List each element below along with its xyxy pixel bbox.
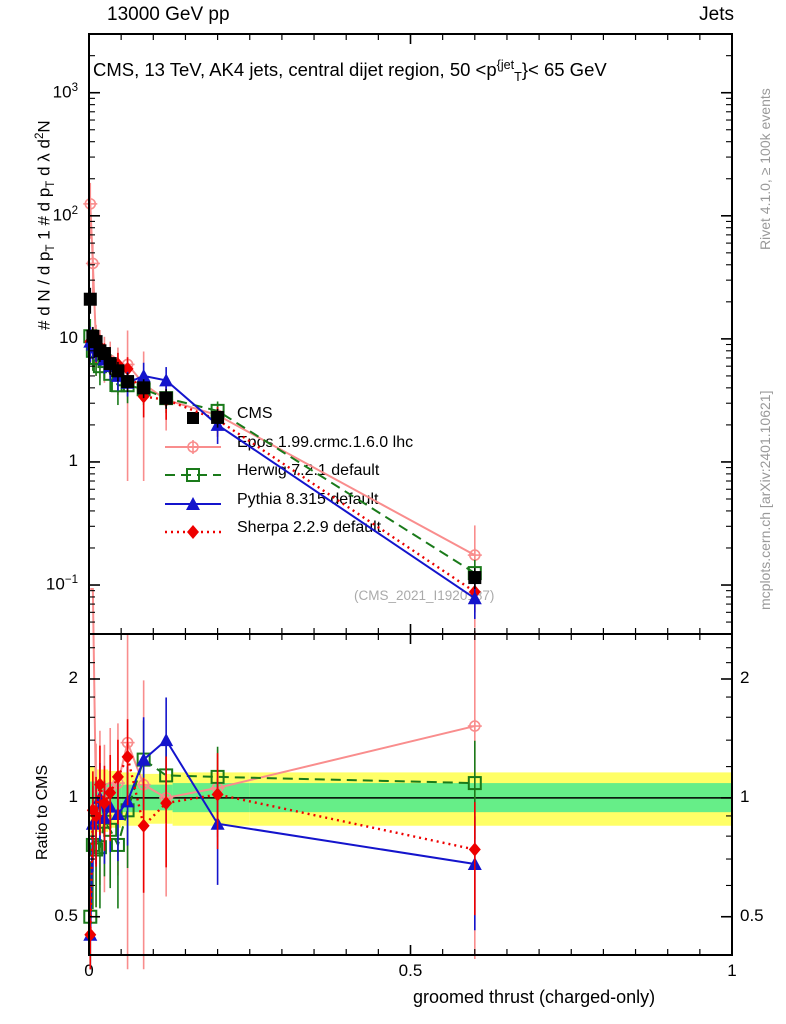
series-line <box>89 336 476 574</box>
legend-swatch-triangle-filled <box>165 496 221 510</box>
header-category-label: Jets <box>699 4 734 25</box>
x-axis-tick-label: 1 <box>727 961 737 980</box>
data-marker <box>211 410 225 424</box>
data-marker <box>137 381 151 395</box>
data-marker <box>468 571 482 585</box>
legend-marker <box>187 525 199 539</box>
legend-label: Sherpa 2.2.9 default <box>237 519 382 536</box>
y-axis-tick-label: 102 <box>52 204 78 225</box>
legend-swatch-diamond-filled <box>165 525 221 539</box>
legend-marker <box>186 439 200 454</box>
x-axis-label: groomed thrust (charged-only) <box>413 987 656 1007</box>
data-marker <box>467 776 482 791</box>
ratio-series-sherpa <box>84 719 481 970</box>
header-energy-label: 13000 GeV pp <box>107 4 230 25</box>
data-marker <box>98 796 111 811</box>
data-marker <box>159 391 173 405</box>
plot-title-tail: }< 65 GeV <box>521 59 607 81</box>
data-marker <box>468 842 481 857</box>
data-marker <box>104 785 117 800</box>
x-axis-tick-label: 0.5 <box>398 961 423 980</box>
data-marker <box>90 808 103 823</box>
ratio-axis-tick-label: 1 <box>68 786 78 806</box>
data-marker <box>159 373 174 387</box>
data-marker <box>136 752 151 766</box>
data-marker <box>97 347 111 361</box>
data-marker <box>121 375 135 389</box>
data-marker <box>121 749 134 764</box>
ratio-axis-tick-label-right: 0.5 <box>740 905 764 925</box>
legend-marker <box>187 412 199 424</box>
legend-item-cms[interactable] <box>165 408 223 428</box>
legend-label: CMS <box>237 405 273 422</box>
legend-marker-shape <box>187 412 199 424</box>
data-marker <box>211 787 224 802</box>
ratio-axis-tick-label-right: 1 <box>740 786 750 806</box>
ratio-axis-tick-label-right: 2 <box>740 667 750 687</box>
y-axis-tick-label: 10−1 <box>45 574 78 594</box>
plot-title-subscript: T <box>514 69 522 84</box>
data-marker <box>93 777 106 792</box>
data-marker <box>121 361 134 376</box>
y-axis-tick-label: 103 <box>52 81 78 102</box>
legend-item-herwig[interactable] <box>165 465 223 485</box>
data-marker <box>467 591 482 605</box>
legend-item-pythia[interactable] <box>165 494 223 514</box>
legend-marker <box>186 468 200 482</box>
main-panel-frame <box>88 33 733 635</box>
legend-swatch-square-filled <box>187 412 199 424</box>
plot-title-main: CMS, 13 TeV, AK4 jets, central dijet reg… <box>93 59 497 81</box>
plot-title: CMS, 13 TeV, AK4 jets, central dijet reg… <box>93 58 607 84</box>
data-marker <box>160 796 173 811</box>
ratio-line <box>89 738 475 935</box>
legend-marker-shape <box>186 496 200 510</box>
data-marker <box>111 769 124 784</box>
data-marker <box>159 733 174 747</box>
y-axis-tick-label: 10 <box>59 327 78 347</box>
legend-swatch-square-open <box>165 468 221 482</box>
legend-marker <box>186 496 200 510</box>
analysis-id-watermark: (CMS_2021_I1920187) <box>354 588 495 603</box>
legend-item-sherpa[interactable] <box>165 522 223 542</box>
legend-swatch-circle-cross-open <box>165 439 221 454</box>
ratio-axis-tick-label: 0.5 <box>54 905 78 925</box>
data-marker <box>84 927 97 942</box>
data-marker <box>83 292 97 306</box>
plot-title-superscript: {jet <box>496 58 515 72</box>
legend-label: Epos 1.99.crmc.1.6.0 lhc <box>237 433 414 451</box>
data-marker <box>136 368 151 382</box>
ratio-line <box>89 757 475 917</box>
ratio-axis-tick-label: 2 <box>68 667 78 687</box>
y-axis-tick-label: 1 <box>68 450 78 470</box>
x-axis-tick-label: 0 <box>84 961 94 980</box>
legend-marker-shape <box>187 525 199 539</box>
legend-item-epos[interactable] <box>165 437 223 457</box>
legend-label: Herwig 7.2.1 default <box>237 462 380 479</box>
legend-marker-shape <box>186 468 200 482</box>
data-marker <box>111 364 125 378</box>
data-marker <box>137 818 150 833</box>
